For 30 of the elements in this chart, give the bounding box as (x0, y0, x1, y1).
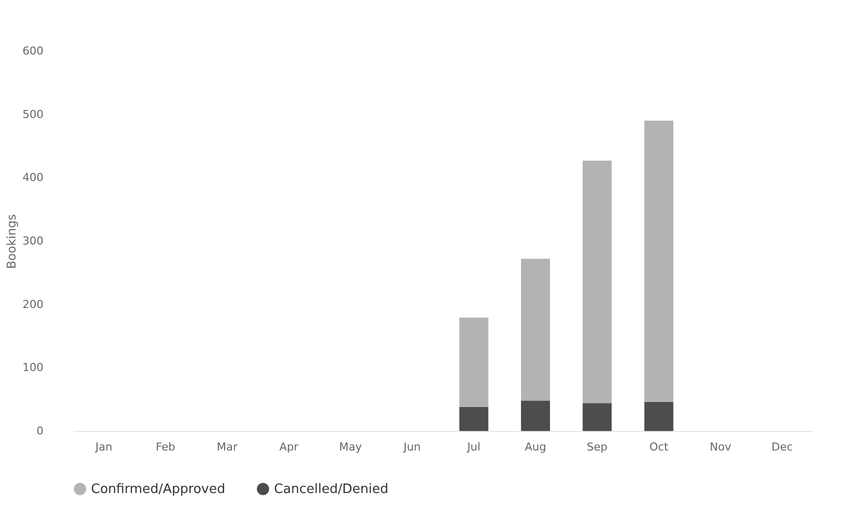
y-tick-label: 500 (22, 108, 44, 121)
x-tick-label: Jan (94, 440, 112, 454)
bar (459, 406, 488, 431)
x-tick-label: Sep (586, 440, 608, 454)
x-tick-label: Jun (402, 440, 421, 454)
bar (521, 400, 550, 431)
bar (644, 120, 674, 402)
legend-label: Cancelled/Denied (274, 482, 388, 497)
x-tick-label: Aug (524, 440, 546, 454)
y-axis-title: Bookings (4, 214, 19, 269)
x-tick-label: May (339, 440, 362, 454)
y-tick-label: 200 (22, 298, 44, 311)
y-tick-label: 300 (22, 234, 44, 248)
x-tick-label: Apr (279, 440, 299, 454)
x-tick-label: Mar (216, 440, 238, 454)
y-tick-label: 400 (22, 171, 44, 184)
bar (644, 402, 674, 431)
bar (582, 160, 612, 404)
legend-label: Confirmed/Approved (91, 482, 226, 497)
y-tick-label: 100 (22, 361, 44, 374)
x-tick-label: Oct (649, 440, 670, 454)
x-tick-label: Dec (772, 440, 793, 454)
bar (521, 258, 550, 401)
y-tick-label: 0 (36, 424, 44, 438)
x-tick-label: Jul (466, 440, 480, 454)
bar (582, 403, 612, 431)
x-tick-label: Feb (156, 440, 176, 454)
y-tick-label: 600 (22, 44, 44, 58)
bar (459, 318, 488, 407)
x-tick-label: Nov (710, 440, 732, 454)
